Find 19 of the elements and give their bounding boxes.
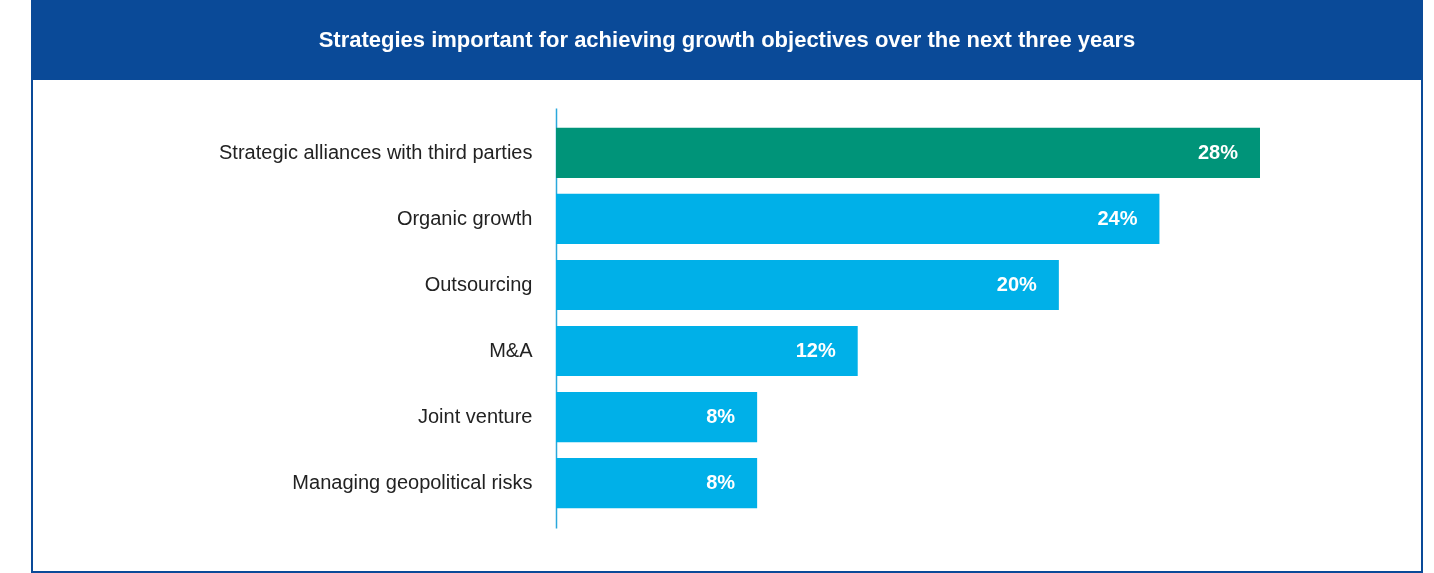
bar [556,193,1160,245]
chart-title: Strategies important for achieving growth objectives over the next three years [33,0,1421,80]
y-tick-label: Joint venture [417,405,533,428]
y-tick-label: M&A [489,339,534,362]
y-tick-label: Strategic alliances with third parties [219,140,533,163]
data-label: 8% [706,405,736,428]
bar [556,325,858,377]
data-label: 24% [1097,206,1138,229]
bar [556,391,758,443]
data-label: 8% [706,471,736,494]
data-label: 28% [1197,140,1239,163]
y-tick-label: Organic growth [396,206,533,229]
data-label: 12% [795,339,836,362]
y-tick-label: Outsourcing [424,272,533,295]
bar [556,458,758,509]
bar [556,127,1260,178]
bar [556,259,1059,311]
data-label: 20% [996,272,1038,295]
y-tick-label: Managing geopolitical risks [292,471,533,494]
